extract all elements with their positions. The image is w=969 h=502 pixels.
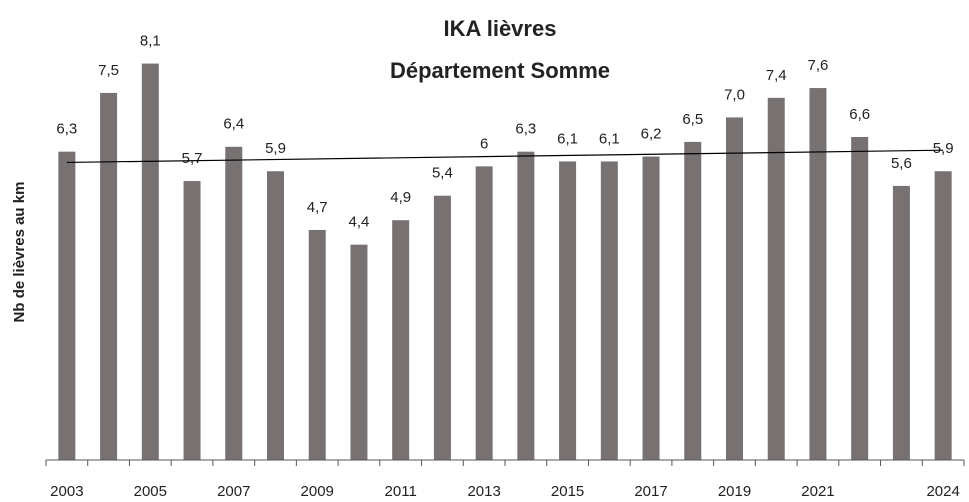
chart-title: IKA lièvres [444,16,557,41]
bar [225,146,243,460]
bar [267,171,284,460]
data-label: 6,3 [56,121,77,138]
bar [809,88,827,460]
x-tick-label: 2019 [718,483,751,500]
x-tick-label: 2017 [634,483,667,500]
bar [141,63,159,460]
bar [767,97,785,460]
x-tick-label: 2015 [551,483,584,500]
bar [684,141,702,460]
data-label: 6,2 [641,126,662,143]
bar [475,166,493,460]
bar [726,117,743,460]
trendline [66,149,944,164]
data-label: 7,4 [766,67,787,84]
chart-subtitle: Département Somme [390,58,610,83]
data-label: 5,6 [891,155,912,172]
data-label: 4,9 [390,189,411,206]
bar [308,229,326,460]
bar [517,151,535,460]
data-label: 6,3 [515,121,536,138]
data-label: 6,4 [223,116,244,133]
data-label: 4,4 [349,214,370,231]
data-label: 7,5 [98,62,119,79]
y-axis-label: Nb de lièvres au km [11,182,28,323]
data-label: 5,9 [265,140,286,157]
x-tick-label: 2011 [385,483,417,500]
bar [350,244,368,460]
bar [851,136,869,461]
x-tick-label: 2007 [217,483,250,500]
data-label: 7,0 [724,86,745,103]
bar [58,151,76,460]
bar [642,156,660,461]
data-label: 4,7 [307,199,328,216]
data-label: 6,1 [599,130,620,147]
bar [934,171,952,460]
bar [600,161,618,461]
x-tick-label: 2003 [50,483,83,500]
bar [100,92,118,461]
data-label: 5,7 [182,150,203,167]
bar [892,185,910,460]
bar [433,195,451,460]
data-label: 6 [480,135,488,152]
bar [392,220,410,460]
x-tick-label: 2005 [134,483,167,500]
x-tick-label: 2009 [301,483,334,500]
data-label: 5,9 [933,140,954,157]
data-label: 8,1 [140,33,161,50]
data-label: 6,6 [849,106,870,123]
x-tick-label: 2021 [801,483,834,500]
data-label: 5,4 [432,165,453,182]
data-label: 7,6 [808,57,829,74]
x-tick-label: 2024 [926,483,959,500]
x-tick-label: 2013 [467,483,500,500]
bar [559,161,577,461]
data-label: 6,5 [682,111,703,128]
data-label: 6,1 [557,130,578,147]
bar [183,181,201,461]
